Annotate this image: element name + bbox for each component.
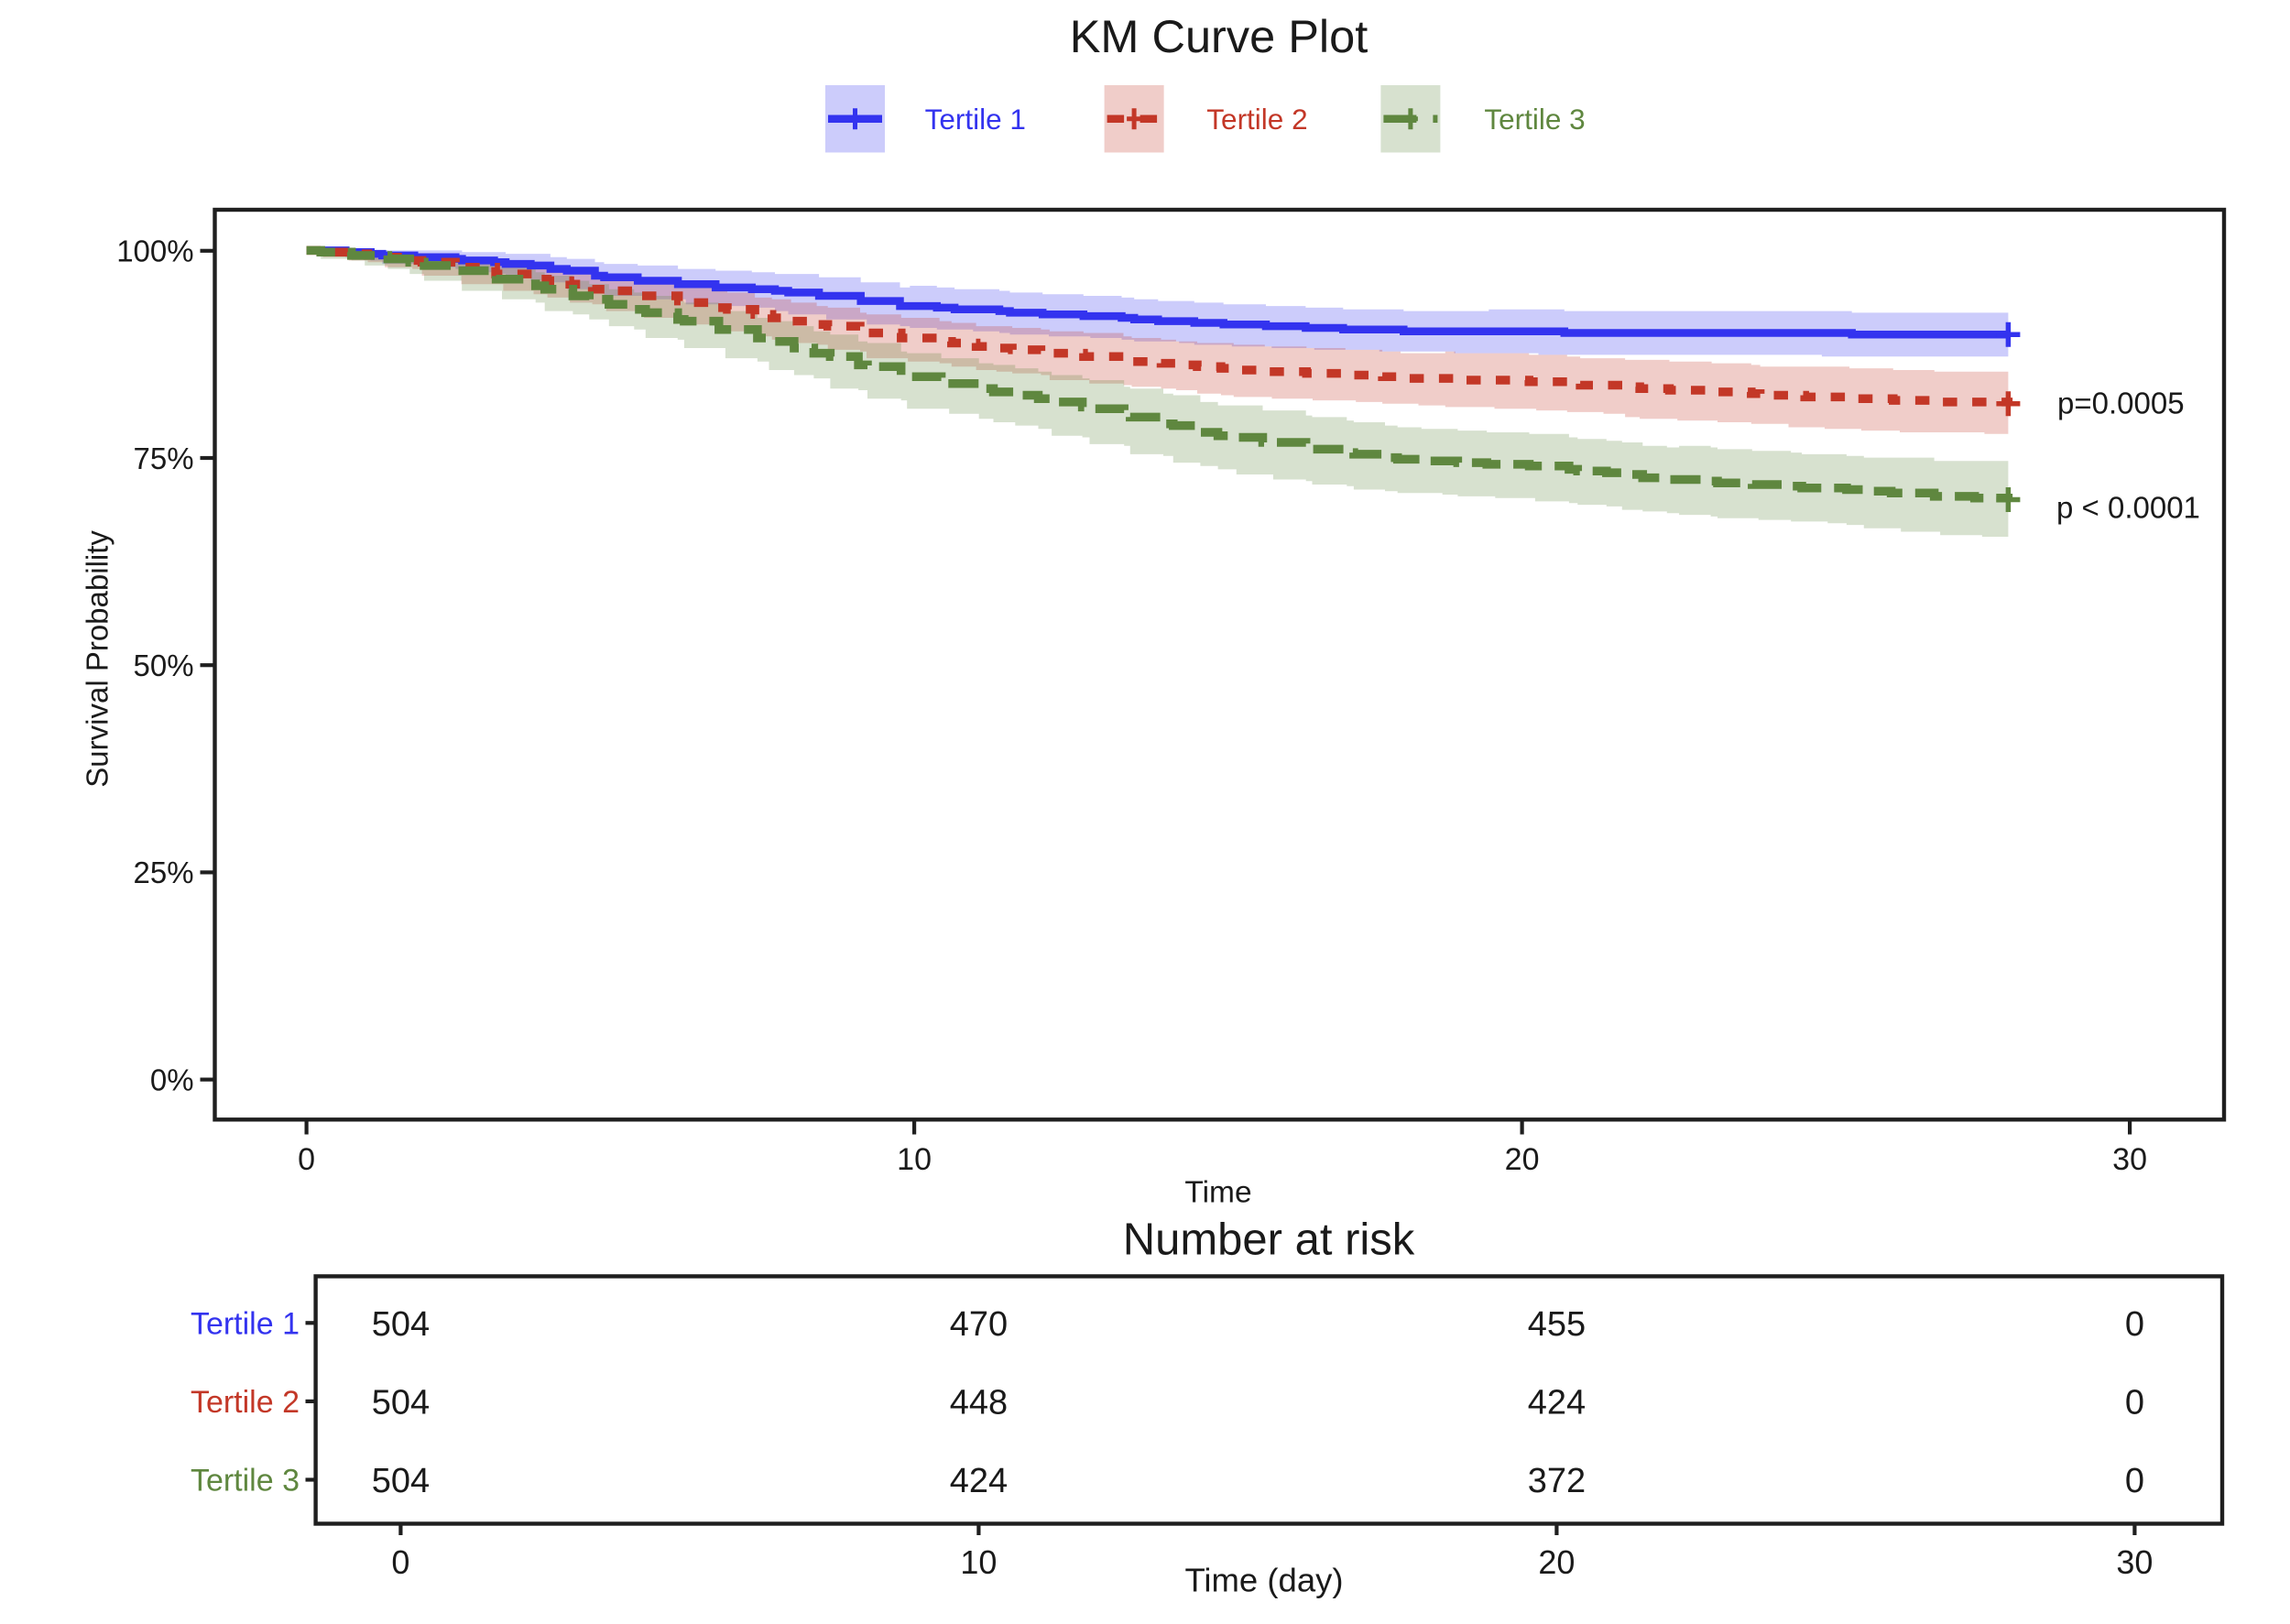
svg-text:0: 0 [391,1543,409,1581]
svg-text:100%: 100% [116,234,193,268]
svg-text:Survival Probability: Survival Probability [81,530,114,788]
svg-text:30: 30 [2116,1543,2153,1581]
svg-text:10: 10 [897,1142,932,1177]
svg-text:0: 0 [2125,1462,2144,1500]
svg-text:0: 0 [2125,1384,2144,1422]
svg-text:470: 470 [950,1305,1008,1344]
svg-text:0: 0 [298,1142,315,1177]
svg-text:504: 504 [372,1462,430,1500]
svg-text:0%: 0% [150,1063,194,1096]
svg-text:504: 504 [372,1384,430,1422]
svg-text:0: 0 [2125,1305,2144,1344]
svg-text:p=0.0005: p=0.0005 [2057,387,2185,420]
svg-text:20: 20 [1538,1543,1575,1581]
svg-text:448: 448 [950,1384,1008,1422]
svg-text:KM Curve Plot: KM Curve Plot [1070,10,1369,62]
svg-text:25%: 25% [134,856,194,889]
svg-text:Number at risk: Number at risk [1123,1215,1415,1265]
svg-text:50%: 50% [134,649,194,682]
svg-text:Tertile 2: Tertile 2 [191,1385,300,1420]
svg-text:Tertile 3: Tertile 3 [191,1464,300,1499]
svg-text:Tertile 2: Tertile 2 [1206,103,1307,136]
svg-text:20: 20 [1505,1142,1540,1177]
svg-text:Time (day): Time (day) [1184,1562,1343,1599]
svg-text:30: 30 [2112,1142,2147,1177]
svg-text:10: 10 [960,1543,997,1581]
svg-text:Tertile 1: Tertile 1 [925,103,1026,136]
svg-text:424: 424 [1528,1384,1586,1422]
svg-text:p < 0.0001: p < 0.0001 [2056,491,2200,525]
svg-text:Tertile 1: Tertile 1 [191,1307,300,1342]
svg-text:424: 424 [950,1462,1008,1500]
svg-text:Time: Time [1184,1175,1251,1209]
svg-text:372: 372 [1528,1462,1586,1500]
svg-text:Tertile 3: Tertile 3 [1484,103,1585,136]
svg-text:75%: 75% [134,441,194,475]
svg-text:504: 504 [372,1305,430,1344]
svg-text:455: 455 [1528,1305,1586,1344]
